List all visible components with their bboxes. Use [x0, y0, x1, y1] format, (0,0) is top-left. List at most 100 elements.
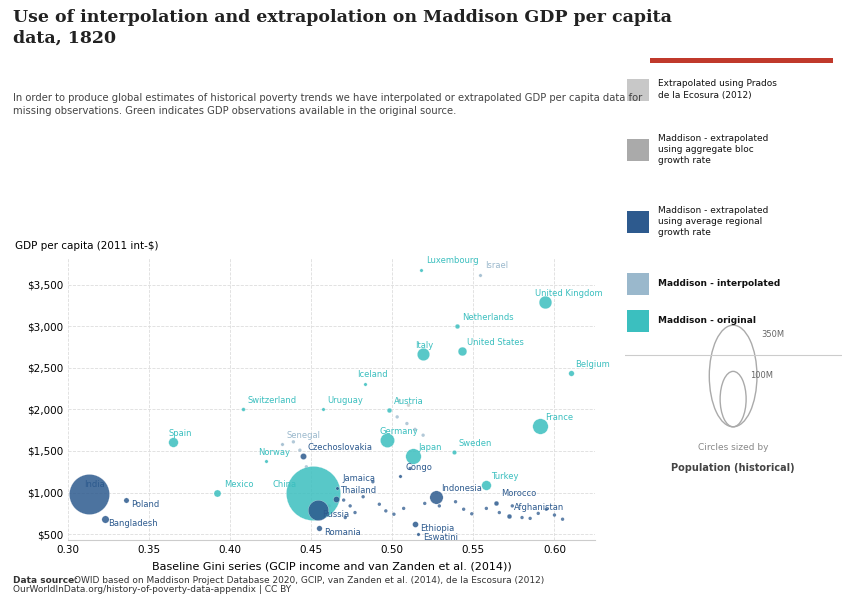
Point	[404, 464, 417, 473]
Text: Morocco: Morocco	[501, 490, 536, 499]
Point	[465, 509, 479, 518]
Point	[372, 499, 386, 509]
Text: Circles sized by: Circles sized by	[698, 443, 768, 452]
Point	[415, 265, 428, 274]
Point	[402, 400, 416, 410]
Point	[337, 495, 350, 505]
Point	[348, 508, 362, 517]
Point	[533, 421, 547, 431]
Point	[387, 509, 400, 519]
Point	[400, 419, 414, 428]
Point	[456, 505, 470, 514]
Point	[316, 404, 330, 414]
Text: Israel: Israel	[484, 262, 507, 271]
Point	[473, 270, 487, 280]
Text: Maddison - original: Maddison - original	[659, 316, 756, 325]
Point	[306, 488, 320, 498]
Point	[540, 505, 553, 514]
Bar	[627, 79, 649, 101]
Point	[390, 412, 404, 422]
Text: Maddison - interpolated: Maddison - interpolated	[659, 279, 780, 288]
Bar	[627, 211, 649, 233]
Point	[99, 514, 112, 524]
Point	[433, 501, 446, 511]
Text: Maddison - extrapolated
using average regional
growth rate: Maddison - extrapolated using average re…	[659, 206, 768, 237]
Bar	[627, 139, 649, 161]
Point	[406, 451, 420, 461]
Text: Extrapolated using Prados
de la Ecosura (2012): Extrapolated using Prados de la Ecosura …	[659, 79, 777, 100]
Point	[538, 297, 552, 307]
Text: Switzerland: Switzerland	[248, 396, 298, 405]
Text: Belgium: Belgium	[575, 359, 610, 368]
Text: GDP per capita (2011 int-$): GDP per capita (2011 int-$)	[15, 241, 159, 251]
Text: United States: United States	[467, 338, 524, 347]
Point	[408, 520, 422, 529]
Point	[506, 501, 519, 511]
Point	[211, 488, 224, 498]
Text: Turkey: Turkey	[491, 472, 518, 481]
Point	[293, 445, 307, 455]
Text: Thailand: Thailand	[340, 486, 377, 495]
Point	[479, 480, 493, 490]
Point	[286, 437, 300, 446]
Point	[394, 472, 407, 481]
Point	[236, 404, 250, 414]
Text: Afghanistan: Afghanistan	[514, 503, 564, 512]
Point	[381, 436, 394, 445]
Text: in Data: in Data	[717, 41, 767, 55]
Text: In order to produce global estimates of historical poverty trends we have interp: In order to produce global estimates of …	[13, 93, 642, 116]
Text: Poland: Poland	[131, 500, 160, 509]
Text: Russia: Russia	[323, 510, 349, 519]
Point	[167, 437, 180, 446]
Text: Maddison - extrapolated
using aggregate bloc
growth rate: Maddison - extrapolated using aggregate …	[659, 134, 768, 165]
Text: China: China	[272, 480, 297, 489]
Point	[416, 350, 430, 359]
Point	[490, 498, 503, 508]
Text: India: India	[84, 480, 105, 489]
Point	[343, 501, 357, 511]
Text: Romania: Romania	[324, 527, 361, 536]
Bar	[627, 310, 649, 332]
Point	[408, 425, 422, 434]
Text: Eswatini: Eswatini	[423, 533, 458, 542]
Point	[299, 462, 313, 472]
Text: Data source:: Data source:	[13, 576, 81, 585]
Point	[329, 494, 343, 504]
Point	[492, 508, 506, 517]
Text: Mexico: Mexico	[224, 480, 253, 489]
Text: Our World: Our World	[706, 23, 777, 36]
Text: Ethiopia: Ethiopia	[420, 524, 454, 533]
Text: Spain: Spain	[168, 428, 192, 437]
Text: Use of interpolation and extrapolation on Maddison GDP per capita
data, 1820: Use of interpolation and extrapolation o…	[13, 9, 672, 46]
Text: Sweden: Sweden	[459, 439, 492, 448]
Text: United Kingdom: United Kingdom	[535, 289, 603, 298]
Text: OurWorldInData.org/history-of-poverty-data-appendix | CC BY: OurWorldInData.org/history-of-poverty-da…	[13, 585, 291, 594]
Text: Congo: Congo	[405, 463, 432, 472]
Point	[416, 430, 430, 440]
X-axis label: Baseline Gini series (GCIP income and van Zanden et al. (2014)): Baseline Gini series (GCIP income and va…	[151, 562, 512, 572]
Text: Population (historical): Population (historical)	[672, 463, 795, 473]
Text: Netherlands: Netherlands	[462, 313, 513, 322]
Point	[502, 511, 516, 521]
Text: Luxembourg: Luxembourg	[427, 256, 479, 265]
Point	[297, 451, 310, 461]
Text: Italy: Italy	[415, 341, 434, 350]
Point	[338, 513, 352, 523]
Point	[411, 529, 425, 539]
Point	[456, 346, 469, 356]
Text: Senegal: Senegal	[287, 431, 321, 440]
Point	[379, 506, 393, 515]
Text: Jamaica: Jamaica	[342, 475, 375, 484]
Text: Germany: Germany	[379, 427, 418, 436]
Point	[322, 501, 336, 511]
Text: Austria: Austria	[394, 397, 423, 406]
Text: 350M: 350M	[762, 330, 785, 339]
Point	[259, 457, 273, 466]
Point	[515, 513, 529, 523]
Point	[447, 448, 461, 457]
Bar	[627, 273, 649, 295]
Point	[450, 322, 464, 331]
Text: Uruguay: Uruguay	[327, 396, 363, 405]
Point	[382, 406, 396, 415]
Text: Indonesia: Indonesia	[441, 484, 482, 493]
